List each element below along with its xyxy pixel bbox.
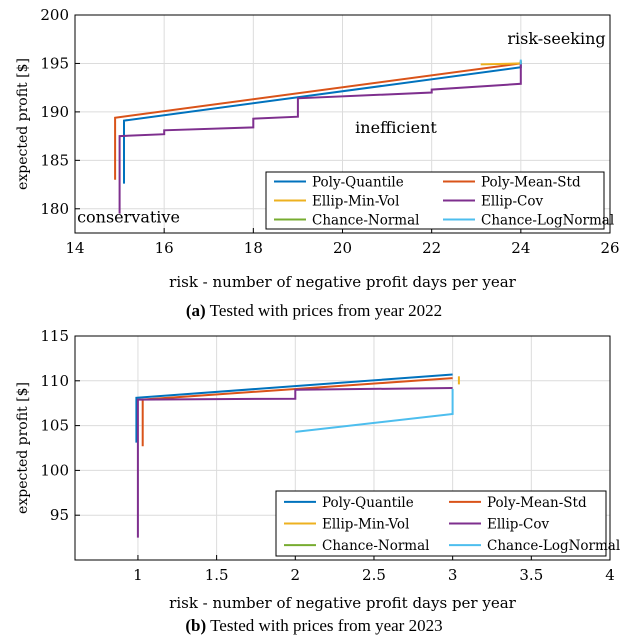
- y-tick-label: 100: [40, 461, 69, 479]
- legend-label-ellip-cov: Ellip-Cov: [481, 194, 543, 210]
- series-line-ellip-cov: [118, 63, 522, 214]
- series-line-ellip-min-vol: [480, 62, 521, 66]
- y-tick-label: 180: [40, 200, 69, 218]
- series-line-poly-mean-std: [114, 60, 522, 180]
- caption-a: (a) Tested with prices from year 2022: [0, 301, 628, 321]
- legend-box: [265, 171, 605, 230]
- x-tick-label: 14: [65, 239, 84, 257]
- y-tick-label: 95: [50, 506, 69, 524]
- legend-label-ellip-cov: Ellip-Cov: [487, 517, 549, 533]
- legend-label-ellip-min-vol: Ellip-Min-Vol: [322, 517, 409, 533]
- y-tick-label: 110: [40, 372, 69, 390]
- x-tick-label: 24: [511, 239, 530, 257]
- x-tick-label: 3.5: [519, 566, 543, 584]
- y-tick-label: 200: [40, 6, 69, 24]
- legend-box: [275, 490, 607, 557]
- annotation-conservative: conservative: [77, 207, 180, 226]
- x-tick-label: 26: [600, 239, 619, 257]
- x-tick-label: 4: [605, 566, 615, 584]
- x-tick-label: 2: [291, 566, 301, 584]
- annotation-inefficient: inefficient: [355, 118, 437, 137]
- x-tick-label: 16: [155, 239, 174, 257]
- y-tick-label: 190: [40, 103, 69, 121]
- legend-label-chance-lognormal: Chance-LogNormal: [481, 213, 614, 229]
- caption-a-label: (a): [185, 301, 206, 320]
- caption-b-label: (b): [185, 616, 207, 635]
- chart-2022: 14 16 18 20 22 24 26 180 185 190 195 200 risk - numb…: [15, 6, 620, 291]
- x-axis-label: risk - number of negative profit days pe…: [169, 594, 516, 612]
- legend: Poly-Quantile Poly-Mean-Std Ellip-Min-Vol E…: [275, 490, 620, 557]
- y-axis-label: expected profit [$]: [15, 382, 31, 514]
- y-tick-label: 185: [40, 151, 69, 169]
- x-tick-label: 3: [448, 566, 458, 584]
- legend-label-poly-quantile: Poly-Quantile: [312, 175, 404, 191]
- chart-2023: 1 1.5 2 2.5 3 3.5 4 95 100 105 110 115 risk - number…: [15, 327, 620, 612]
- x-axis-label: risk - number of negative profit days pe…: [169, 273, 516, 291]
- series-line-poly-quantile: [135, 373, 453, 443]
- caption-b: (b) Tested with prices from year 2023: [0, 616, 628, 636]
- x-tick-label: 2.5: [362, 566, 386, 584]
- series-line-ellip-cov: [136, 387, 453, 538]
- legend-label-poly-mean-std: Poly-Mean-Std: [487, 495, 587, 511]
- annotation-risk-seeking: risk-seeking: [507, 29, 605, 48]
- y-tick-label: 105: [40, 417, 69, 435]
- caption-b-text: Tested with prices from year 2023: [210, 616, 443, 635]
- x-tick-label: 1.5: [205, 566, 229, 584]
- legend-label-chance-normal: Chance-Normal: [312, 213, 419, 229]
- plot-frame: [74, 335, 611, 561]
- x-tick-label: 22: [422, 239, 441, 257]
- y-tick-label: 195: [40, 54, 69, 72]
- series-line-chance-lognormal: [295, 388, 454, 433]
- legend-label-poly-mean-std: Poly-Mean-Std: [481, 175, 581, 191]
- x-tick-label: 1: [133, 566, 143, 584]
- legend-label-poly-quantile: Poly-Quantile: [322, 495, 414, 511]
- x-tick-label: 20: [333, 239, 352, 257]
- legend-label-chance-lognormal: Chance-LogNormal: [487, 538, 620, 554]
- y-axis-label: expected profit [$]: [15, 58, 31, 190]
- y-tick-label: 115: [40, 327, 69, 345]
- x-tick-label: 18: [244, 239, 263, 257]
- caption-a-text: Tested with prices from year 2022: [209, 301, 443, 320]
- legend-label-ellip-min-vol: Ellip-Min-Vol: [312, 194, 399, 210]
- series-line-poly-quantile: [123, 61, 522, 184]
- legend-label-chance-normal: Chance-Normal: [322, 538, 429, 554]
- legend: Poly-Quantile Poly-Mean-Std Ellip-Min-Vol E…: [265, 171, 614, 230]
